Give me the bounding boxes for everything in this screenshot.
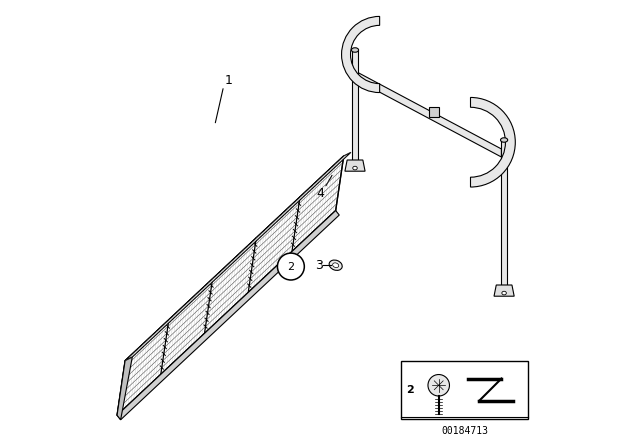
Circle shape <box>428 375 449 396</box>
Polygon shape <box>352 50 358 160</box>
Wedge shape <box>342 17 380 93</box>
Text: 3: 3 <box>315 258 323 272</box>
Polygon shape <box>358 73 501 157</box>
Circle shape <box>278 253 305 280</box>
Text: 00184713: 00184713 <box>441 426 488 436</box>
Ellipse shape <box>353 166 357 170</box>
Polygon shape <box>117 211 339 420</box>
Polygon shape <box>345 160 365 171</box>
Wedge shape <box>470 98 515 187</box>
Text: 1: 1 <box>224 74 232 87</box>
Polygon shape <box>429 107 440 117</box>
Polygon shape <box>501 140 507 285</box>
Text: 4: 4 <box>316 187 324 201</box>
Polygon shape <box>117 357 132 420</box>
Ellipse shape <box>500 138 508 142</box>
Ellipse shape <box>333 263 339 267</box>
Polygon shape <box>494 285 514 296</box>
Ellipse shape <box>329 260 342 271</box>
Polygon shape <box>125 152 351 361</box>
Text: 2: 2 <box>287 262 294 271</box>
Polygon shape <box>117 156 344 415</box>
Text: 2: 2 <box>406 385 414 395</box>
Ellipse shape <box>351 48 358 52</box>
Ellipse shape <box>502 291 506 295</box>
Bar <box>401 361 529 419</box>
